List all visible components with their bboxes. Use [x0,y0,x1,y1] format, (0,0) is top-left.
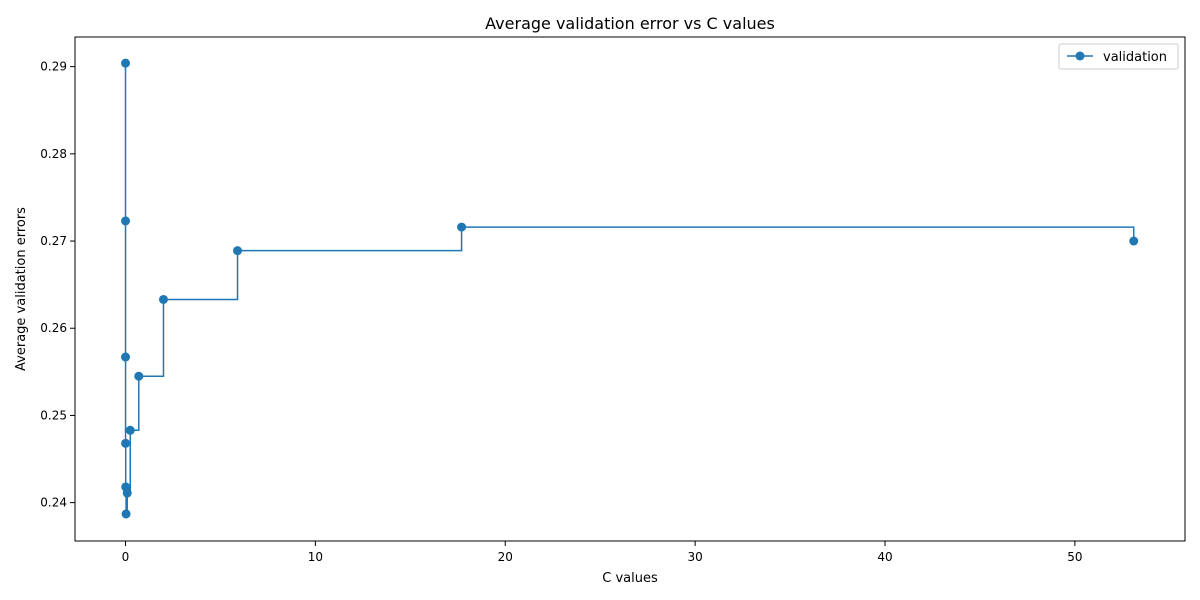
data-point [1129,236,1139,246]
legend-marker [1075,51,1085,61]
chart-title: Average validation error vs C values [485,14,775,33]
legend-label-validation: validation [1103,50,1167,65]
legend: validation [1058,43,1179,70]
data-point [122,488,132,498]
x-tick-label: 20 [498,550,513,564]
data-point [158,294,168,304]
series-layer [121,58,1139,519]
x-axis: 0 10 20 30 40 50 [122,541,1083,564]
x-tick-label: 40 [877,550,892,564]
data-point [121,58,131,68]
y-tick-label: 0.28 [40,147,67,161]
x-axis-label: C values [602,571,658,586]
x-tick-label: 0 [122,550,130,564]
x-tick-label: 50 [1067,550,1082,564]
y-axis: 0.24 0.25 0.26 0.27 0.28 0.29 [40,60,75,510]
y-axis-label: Average validation errors [14,207,29,371]
data-point [233,246,243,256]
data-point [457,222,467,232]
y-tick-label: 0.26 [40,321,67,335]
y-tick-label: 0.24 [40,496,67,510]
y-tick-label: 0.25 [40,408,67,422]
x-tick-label: 10 [308,550,323,564]
data-point [121,438,131,448]
y-tick-label: 0.27 [40,234,67,248]
x-tick-label: 30 [687,550,702,564]
data-point [134,371,144,381]
data-point [125,425,135,435]
plot-area [74,36,1186,542]
series-line-validation [124,63,1135,515]
data-point [121,216,131,226]
y-tick-label: 0.29 [40,60,67,74]
data-point [121,509,131,519]
legend-box [1058,43,1179,70]
data-point [121,352,131,362]
